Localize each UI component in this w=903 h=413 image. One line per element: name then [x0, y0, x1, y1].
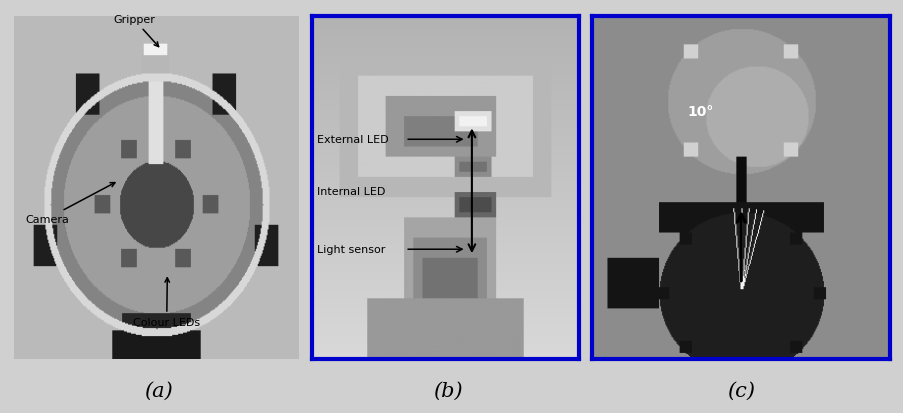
Text: Internal LED: Internal LED — [317, 186, 386, 196]
Text: Gripper: Gripper — [113, 15, 158, 47]
Text: Colour LEDs: Colour LEDs — [133, 278, 200, 327]
Text: External LED: External LED — [317, 135, 388, 145]
Text: Light sensor: Light sensor — [317, 244, 386, 254]
Text: (b): (b) — [433, 381, 461, 400]
Text: Camera: Camera — [25, 183, 115, 224]
Text: (a): (a) — [144, 381, 172, 400]
Text: (c): (c) — [727, 381, 754, 400]
Text: 10°: 10° — [687, 105, 713, 119]
